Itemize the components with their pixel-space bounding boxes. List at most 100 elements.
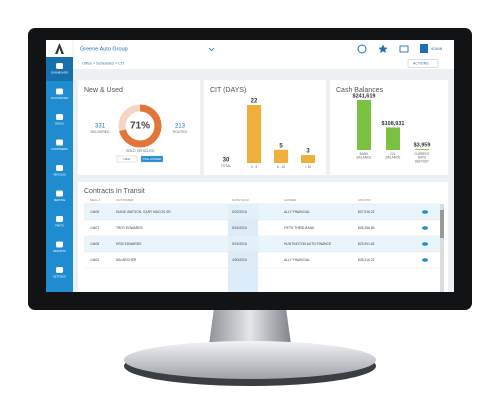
table-cell: $28,356.83 <box>358 226 375 230</box>
sidebar-icon[interactable] <box>56 165 63 171</box>
view-icon[interactable] <box>422 242 428 246</box>
view-icon[interactable] <box>422 226 428 230</box>
user-name[interactable]: ADMIN <box>431 47 443 51</box>
view-icon[interactable] <box>422 210 428 214</box>
delivered-count: 331 <box>95 124 106 130</box>
sidebar-icon[interactable] <box>56 88 63 95</box>
actions-label[interactable]: ACTIONS <box>413 61 429 65</box>
table-cell: DIANE WATSON, GARY MACOS SR. <box>116 210 172 214</box>
bar-category: G/L BALANCE <box>386 152 401 160</box>
bar-category: CURRENT DAYS DEPOSIT <box>414 152 430 163</box>
filter-button[interactable] <box>140 155 164 163</box>
bar-category: BANK BALANCE <box>357 152 372 160</box>
table-cell: $28,316.22 <box>358 258 375 262</box>
total-count: 30 <box>223 158 230 164</box>
company-select[interactable]: Greene Auto Group <box>80 46 128 52</box>
total-label: TOTAL <box>221 164 231 168</box>
sidebar-icon[interactable] <box>56 216 63 222</box>
table-cell: ALLY FINANCIAL <box>284 210 310 214</box>
sidebar-icon[interactable] <box>56 190 63 197</box>
table-cell: 14407 <box>90 226 99 230</box>
table-cell: KRIS EDWARDS <box>116 242 142 246</box>
card-title: Cash Balances <box>336 87 384 94</box>
card-title: New & Used <box>84 87 123 94</box>
avatar[interactable] <box>420 44 428 53</box>
column-header[interactable]: CUSTOMER <box>116 198 134 202</box>
sidebar-item[interactable]: DEALS <box>55 122 64 126</box>
sidebar-item[interactable]: REPORTS <box>53 249 66 253</box>
sidebar-item[interactable]: SETTINGS <box>53 275 66 279</box>
sidebar <box>46 57 73 292</box>
bar-label: $3,959 <box>414 143 431 149</box>
sidebar-item[interactable]: PARTS <box>55 224 64 228</box>
bar <box>247 105 261 163</box>
breadcrumb-bar <box>72 57 454 69</box>
card-title: Contracts In Transit <box>84 188 145 195</box>
scroll-thumb[interactable] <box>440 210 444 238</box>
breadcrumb[interactable]: Office > Schedules > CIT <box>82 62 125 66</box>
bar-label: 22 <box>251 99 258 105</box>
table-cell: 4/30/2016 <box>232 258 247 262</box>
column-header[interactable]: LENDER <box>284 198 297 202</box>
table-cell: HUNTINGTON AUTO FINANCE <box>284 242 332 246</box>
scrollbar[interactable] <box>440 204 444 292</box>
mail-icon[interactable] <box>399 45 409 53</box>
logo <box>55 43 64 54</box>
screen: Greene Auto Group ADMIN Office > Schedul… <box>46 40 454 292</box>
sidebar-item[interactable]: SERVICE <box>54 198 66 202</box>
bar <box>274 149 288 163</box>
column-header[interactable]: DATE SOLD <box>232 198 250 202</box>
table-cell: ALLY FINANCIAL <box>284 258 310 262</box>
bar-label: $108,931 <box>382 121 405 127</box>
actions-button[interactable] <box>407 59 439 68</box>
routed-label: ROUTED <box>173 130 188 134</box>
sidebar-item[interactable]: DASHBOARD <box>51 71 68 75</box>
column-header[interactable]: DEAL # <box>90 198 101 202</box>
bar-category: > 10 <box>305 165 312 169</box>
dropdown-chevron[interactable] <box>208 47 215 52</box>
bar <box>301 155 315 163</box>
sidebar-item[interactable]: VEHICLES <box>53 173 66 177</box>
bar <box>357 100 371 150</box>
bar-label: 3 <box>306 149 310 155</box>
bar-category: 0 - 5 <box>251 165 258 169</box>
routed-count: 213 <box>175 124 186 130</box>
sidebar-item[interactable]: CUSTOMERS <box>51 147 68 151</box>
stand-neck <box>208 308 292 352</box>
table-cell: IAN ARCHER <box>116 258 137 262</box>
row-stripe <box>84 204 440 220</box>
bar-category: 6 - 10 <box>277 165 286 169</box>
sidebar-icon[interactable] <box>56 63 63 69</box>
table-cell: 5/22/2016 <box>232 210 247 214</box>
sidebar-icon[interactable] <box>56 139 63 146</box>
table-cell: 5/24/2016 <box>232 242 247 246</box>
favorites-icon[interactable] <box>378 44 388 53</box>
bar <box>415 149 429 150</box>
top-bar <box>46 40 454 57</box>
donut-caption: SOLD VEHICLES <box>126 149 154 153</box>
filter-label[interactable]: PRE-OWNED <box>143 157 163 161</box>
table-cell: FIFTH THIRD BANK <box>284 226 315 230</box>
table-cell: $27,916.22 <box>358 210 375 214</box>
sidebar-item[interactable]: ACCOUNTING <box>51 96 68 100</box>
table-cell: 5/24/2016 <box>232 226 247 230</box>
bar <box>386 127 400 150</box>
sidebar-icon[interactable] <box>56 267 63 273</box>
filter-button[interactable] <box>116 155 138 163</box>
table-cell: 14402 <box>90 258 99 262</box>
sidebar-icon[interactable] <box>56 241 63 248</box>
card <box>78 80 200 175</box>
history-icon[interactable] <box>357 44 367 54</box>
view-icon[interactable] <box>422 258 428 262</box>
card-title: CIT (DAYS) <box>210 87 246 94</box>
table-cell: TROY EDWARDS <box>116 226 144 230</box>
row-stripe <box>84 236 440 252</box>
column-header[interactable]: AMOUNT <box>358 198 371 202</box>
sidebar-icon[interactable] <box>56 114 63 120</box>
filter-label[interactable]: NEW <box>124 157 131 161</box>
table-cell: 14408 <box>90 242 99 246</box>
table-cell: 14406 <box>90 210 99 214</box>
delivered-label: DELIVERED <box>91 130 110 134</box>
